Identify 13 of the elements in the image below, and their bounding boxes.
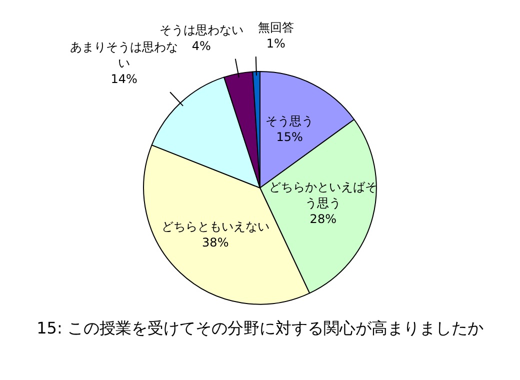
data-label: 4% [192,38,211,53]
slice-label: そうは思わない [159,22,244,37]
data-label: 38% [202,236,229,250]
slice-label: 無回答 [258,20,294,35]
text: 15: この授業を受けてその分野に対する関心が高まりましたか [36,318,484,338]
data-label: 28% [310,212,336,226]
slice-label: どちらともいえない [161,220,270,234]
data-label: 15% [276,130,303,144]
slice-label: そう思う [266,114,314,128]
data-label: 14% [110,72,138,86]
slice-label: どちらかといえばそう思う [269,180,378,210]
data-label: 1% [266,36,286,51]
slice-label: あまりそうは思わない [70,40,178,70]
